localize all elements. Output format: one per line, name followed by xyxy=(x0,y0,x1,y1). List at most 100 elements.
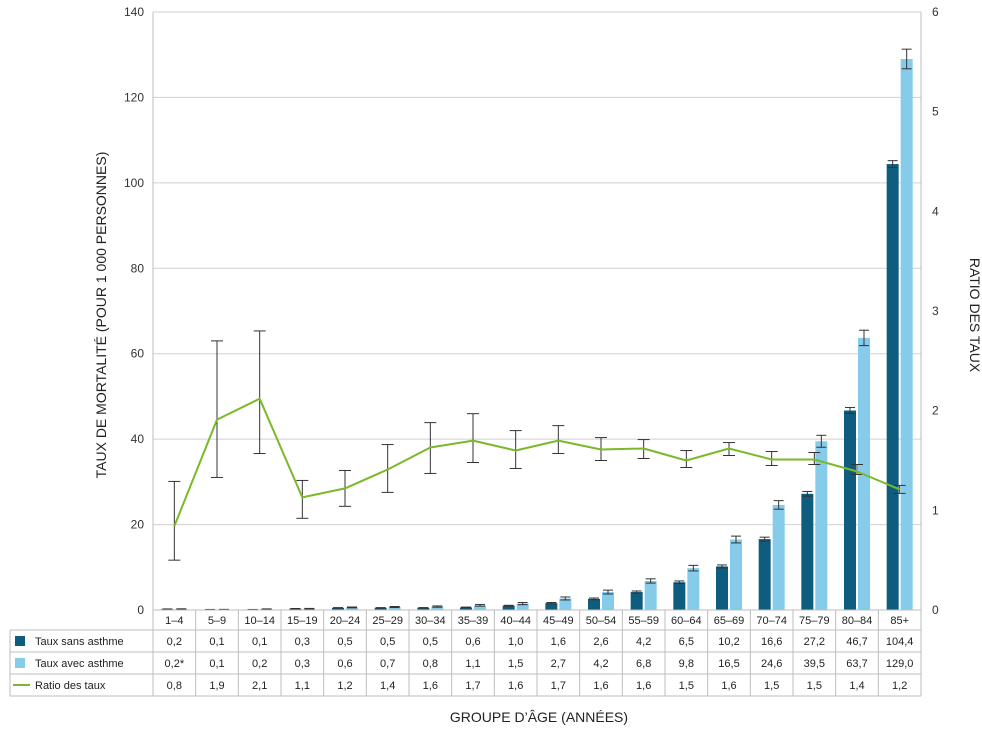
bar xyxy=(545,603,558,610)
x-axis-title: GROUPE D’ÂGE (ANNÉES) xyxy=(450,709,628,725)
category-label: 80–84 xyxy=(842,615,873,627)
table-cell-value: 0,7 xyxy=(380,658,395,670)
table-cell-value: 0,5 xyxy=(423,636,438,648)
table-cell-value: 0,3 xyxy=(295,636,310,648)
bar xyxy=(332,607,344,610)
table-cell-value: 9,8 xyxy=(679,658,694,670)
table-cell-value: 0,2* xyxy=(165,658,185,670)
table-cell-value: 0,2 xyxy=(167,636,182,648)
table-cell-value: 0,5 xyxy=(337,636,352,648)
table-cell-value: 10,2 xyxy=(718,636,739,648)
table-cell-value: 104,4 xyxy=(886,636,914,648)
left-tick-label: 140 xyxy=(124,5,144,19)
table-cell-value: 4,2 xyxy=(593,658,608,670)
bar xyxy=(431,606,444,610)
bar xyxy=(502,605,515,610)
category-label: 5–9 xyxy=(208,615,226,627)
bar xyxy=(758,539,771,610)
category-label: 30–34 xyxy=(415,615,446,627)
left-tick-label: 80 xyxy=(131,261,145,275)
left-tick-label: 40 xyxy=(131,432,145,446)
table-cell-value: 1,1 xyxy=(465,658,480,670)
bar xyxy=(374,607,387,610)
table-cell-value: 0,1 xyxy=(209,636,224,648)
table-cell-value: 1,9 xyxy=(209,680,224,692)
table-cell-value: 1,6 xyxy=(508,680,523,692)
category-label: 65–69 xyxy=(714,615,745,627)
left-tick-label: 100 xyxy=(124,176,144,190)
table-cell-value: 1,2 xyxy=(337,680,352,692)
left-tick-label: 0 xyxy=(137,603,144,617)
table-cell-value: 27,2 xyxy=(804,636,825,648)
category-label: 25–29 xyxy=(372,615,403,627)
bar xyxy=(801,493,814,610)
bar xyxy=(346,607,358,610)
table-cell-value: 0,6 xyxy=(337,658,352,670)
right-tick-label: 1 xyxy=(932,503,939,517)
left-y-axis-title: TAUX DE MORTALITÉ (POUR 1 000 PERSONNES) xyxy=(93,152,109,479)
table-cell-value: 0,6 xyxy=(465,636,480,648)
category-label: 1–4 xyxy=(165,615,183,627)
table-cell-value: 1,6 xyxy=(423,680,438,692)
bar xyxy=(588,598,600,610)
table-cell-value: 1,5 xyxy=(508,658,523,670)
bar xyxy=(716,566,728,610)
right-y-axis-ticks: 0 1 2 3 4 5 6 xyxy=(932,5,939,617)
bar xyxy=(388,607,401,610)
category-label: 55–59 xyxy=(628,615,659,627)
bar xyxy=(844,410,856,610)
bar xyxy=(772,504,785,610)
bar xyxy=(815,441,828,610)
bar xyxy=(687,568,700,610)
category-label: 75–79 xyxy=(799,615,830,627)
bar xyxy=(602,592,614,610)
left-y-axis-ticks: 0 20 40 60 80 100 120 140 xyxy=(124,5,144,617)
category-label: 50–54 xyxy=(586,615,617,627)
table-cell-value: 63,7 xyxy=(846,658,867,670)
bar xyxy=(559,598,572,610)
table-cell-value: 1,5 xyxy=(764,680,779,692)
bar xyxy=(460,607,472,610)
bar xyxy=(900,58,913,610)
gridlines xyxy=(152,11,922,611)
ratio-series xyxy=(168,330,906,561)
table-cell-value: 0,1 xyxy=(252,636,267,648)
right-y-axis-title: RATIO DES TAUX xyxy=(967,258,982,373)
legend-label: Taux sans asthme xyxy=(35,636,124,648)
table-cell-value: 1,6 xyxy=(636,680,651,692)
table-cell-value: 6,8 xyxy=(636,658,651,670)
table-cell-value: 0,8 xyxy=(423,658,438,670)
table-cell-value: 1,7 xyxy=(465,680,480,692)
left-tick-label: 120 xyxy=(124,90,144,104)
table-cell-value: 16,6 xyxy=(761,636,782,648)
right-tick-label: 0 xyxy=(932,603,939,617)
category-label: 60–64 xyxy=(671,615,702,627)
bar xyxy=(417,607,430,610)
right-tick-label: 2 xyxy=(932,404,939,418)
right-tick-label: 6 xyxy=(932,5,939,19)
bar xyxy=(730,539,742,610)
table-cell-value: 2,1 xyxy=(252,680,267,692)
bar xyxy=(516,603,529,610)
table-cell-value: 39,5 xyxy=(804,658,825,670)
bar xyxy=(644,580,657,610)
category-label: 70–74 xyxy=(756,615,787,627)
table-cell-value: 2,7 xyxy=(551,658,566,670)
left-tick-label: 60 xyxy=(131,347,145,361)
table-cell-value: 1,0 xyxy=(508,636,523,648)
legend-swatch xyxy=(15,658,25,668)
table-cell-value: 1,6 xyxy=(593,680,608,692)
table-cell-value: 0,2 xyxy=(252,658,267,670)
table-cell-value: 1,6 xyxy=(721,680,736,692)
legend-label: Taux avec asthme xyxy=(35,658,124,670)
right-tick-label: 3 xyxy=(932,304,939,318)
table-cell-value: 0,5 xyxy=(380,636,395,648)
table-cell-value: 1,5 xyxy=(679,680,694,692)
legend-swatch xyxy=(15,636,25,646)
table-cell-value: 4,2 xyxy=(636,636,651,648)
category-label: 40–44 xyxy=(500,615,531,627)
bar xyxy=(673,582,686,610)
table-cell-value: 46,7 xyxy=(846,636,867,648)
table-cell-value: 1,4 xyxy=(849,680,864,692)
